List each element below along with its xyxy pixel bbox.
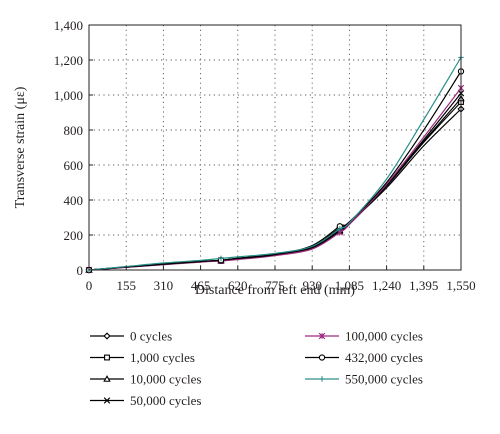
legend-marker (318, 332, 326, 340)
y-tick-label: 0 (77, 263, 84, 278)
x-tick-label: 465 (191, 278, 211, 293)
legend-item: 50,000 cycles (90, 393, 201, 408)
legend-label: 50,000 cycles (130, 393, 201, 408)
series-line-50-000-cycles (88, 92, 462, 271)
grid (89, 25, 461, 270)
x-tick-label: 1,085 (335, 278, 364, 293)
legend-label: 0 cycles (130, 329, 172, 344)
series-50-000-cycles (85, 90, 465, 274)
legend-label: 100,000 cycles (345, 329, 423, 344)
y-tick-label: 600 (64, 158, 84, 173)
legend-item: 1,000 cycles (90, 350, 195, 365)
legend-marker (318, 354, 326, 361)
x-tick-label: 620 (228, 278, 248, 293)
x-tick-label: 775 (265, 278, 285, 293)
legend-marker (103, 332, 111, 340)
legend-item: 100,000 cycles (305, 329, 423, 344)
legend-label: 1,000 cycles (130, 350, 195, 365)
legend-label: 432,000 cycles (345, 350, 423, 365)
y-tick-label: 400 (64, 193, 84, 208)
legend-marker (103, 397, 111, 404)
x-tick-label: 1,240 (372, 278, 401, 293)
legend-item: 0 cycles (90, 329, 172, 344)
legend-marker (319, 376, 325, 382)
x-tick-label: 1,550 (446, 278, 475, 293)
y-tick-label: 1,200 (54, 53, 83, 68)
series-lines (85, 54, 465, 274)
legend-marker (103, 375, 111, 382)
x-axis-title: Distance from left end (mm) (195, 283, 356, 298)
legend-marker (104, 354, 110, 361)
y-tick-label: 1,000 (54, 88, 83, 103)
legend-label: 10,000 cycles (130, 372, 201, 387)
x-tick-label: 1,395 (409, 278, 438, 293)
y-tick-label: 200 (64, 228, 84, 243)
axis-ticks: 0 155 310 465 620 775 930 1,085 1,240 1,395 1,550 0… (54, 18, 476, 293)
series-line-1-000-cycles (88, 101, 462, 271)
data-point (218, 255, 224, 262)
x-tick-label: 310 (154, 278, 174, 293)
plot-frame (88, 24, 462, 271)
x-tick-label: 930 (302, 278, 322, 293)
legend-item: 10,000 cycles (90, 372, 201, 387)
legend-item: 550,000 cycles (305, 372, 423, 387)
y-axis-title: Transverse strain (με) (13, 86, 28, 208)
legend: 0 cycles 1,000 cycles 10,000 cycles 50,000 … (90, 329, 423, 408)
series-line-550-000-cycles (88, 57, 462, 271)
y-tick-label: 1,400 (54, 18, 83, 33)
legend-item: 432,000 cycles (305, 350, 423, 365)
y-tick-label: 800 (64, 123, 84, 138)
x-tick-label: 0 (86, 278, 93, 293)
data-point (337, 226, 343, 232)
x-tick-label: 155 (116, 278, 136, 293)
series-line-432-000-cycles (88, 71, 462, 271)
legend-label: 550,000 cycles (345, 372, 423, 387)
